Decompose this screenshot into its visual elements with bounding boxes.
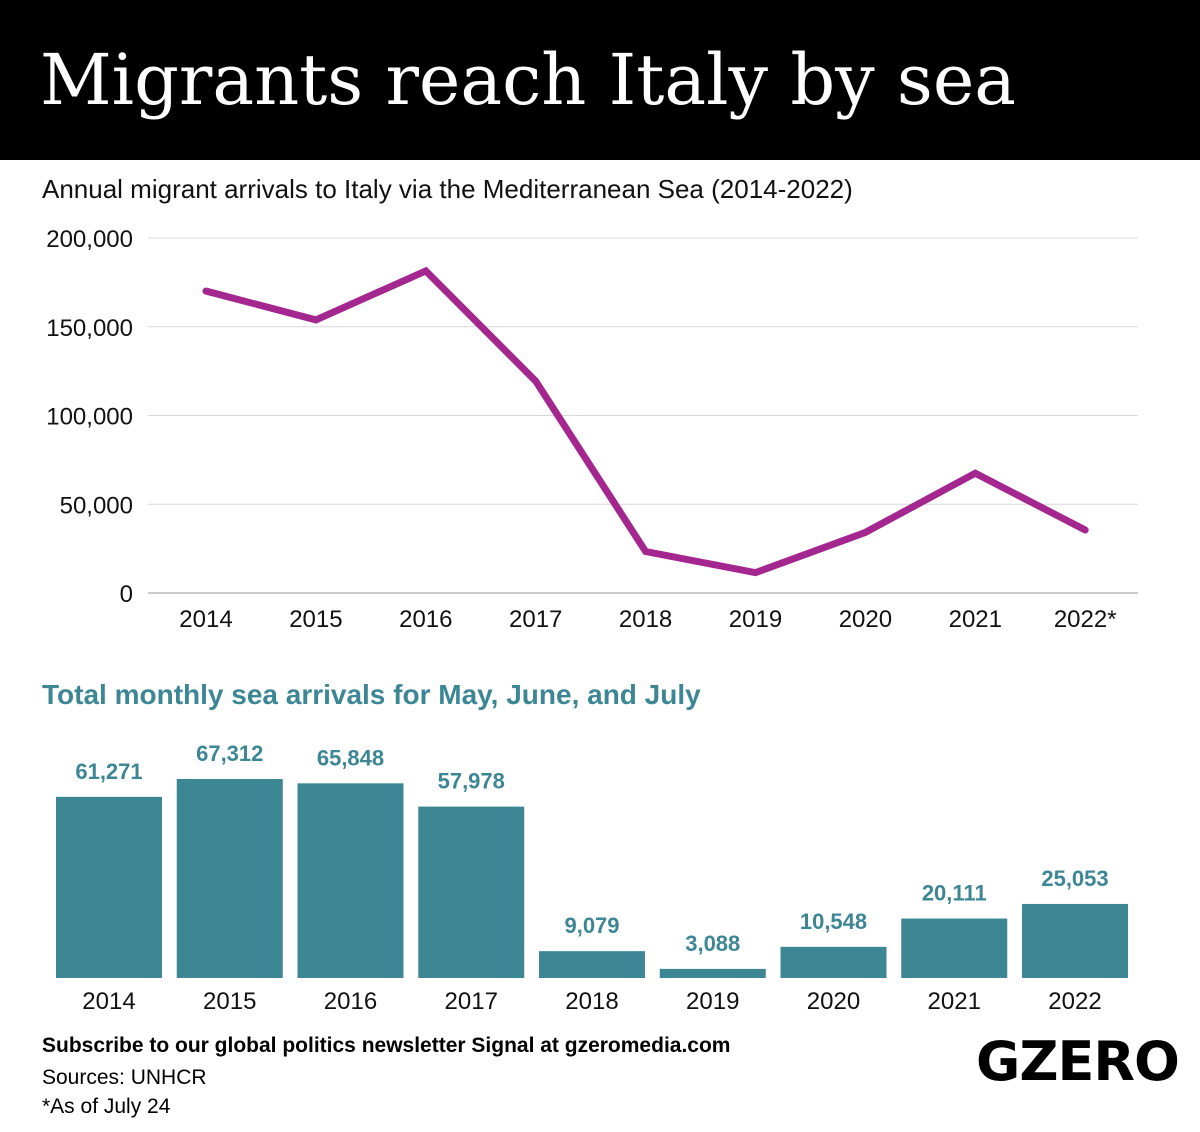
bar-chart-title: Total monthly sea arrivals for May, June… bbox=[42, 679, 701, 710]
bar-category-label: 2016 bbox=[324, 988, 377, 1015]
y-tick-label: 0 bbox=[120, 581, 133, 608]
y-tick-label: 100,000 bbox=[46, 404, 133, 431]
x-tick-label: 2022* bbox=[1054, 606, 1117, 633]
bar-category-label: 2021 bbox=[928, 988, 981, 1015]
bar-value-label: 57,978 bbox=[438, 769, 505, 794]
page-title: Migrants reach Italy by sea bbox=[40, 39, 1017, 121]
bar bbox=[1022, 903, 1128, 978]
bar-category-label: 2019 bbox=[686, 988, 739, 1015]
header-bar bbox=[0, 0, 1200, 160]
gzero-logo: GZERO bbox=[976, 1030, 1180, 1093]
bar-value-label: 67,312 bbox=[196, 741, 263, 766]
bar-value-label: 65,848 bbox=[317, 745, 384, 770]
y-tick-label: 50,000 bbox=[60, 492, 133, 519]
bar bbox=[539, 951, 645, 978]
bar-value-label: 20,111 bbox=[922, 881, 987, 906]
x-tick-label: 2015 bbox=[289, 606, 342, 633]
bar-value-label: 61,271 bbox=[75, 759, 142, 784]
subscribe-text: Subscribe to our global politics newslet… bbox=[42, 1034, 731, 1057]
bar bbox=[659, 968, 766, 978]
x-tick-label: 2016 bbox=[399, 606, 452, 633]
bar-category-label: 2022 bbox=[1048, 988, 1101, 1015]
bar-value-label: 10,548 bbox=[800, 909, 867, 934]
bar-value-label: 25,053 bbox=[1041, 866, 1108, 891]
x-tick-label: 2017 bbox=[509, 606, 562, 633]
bar-category-label: 2017 bbox=[445, 988, 498, 1015]
y-tick-label: 200,000 bbox=[46, 226, 133, 253]
bar-value-label: 3,088 bbox=[685, 931, 740, 956]
bar bbox=[901, 918, 1008, 978]
x-tick-label: 2021 bbox=[949, 606, 1002, 633]
sources-text: Sources: UNHCR bbox=[42, 1066, 207, 1089]
x-tick-label: 2018 bbox=[619, 606, 672, 633]
y-tick-label: 150,000 bbox=[46, 315, 133, 342]
bar bbox=[418, 806, 525, 978]
bar-category-label: 2015 bbox=[203, 988, 256, 1015]
x-tick-label: 2014 bbox=[179, 606, 232, 633]
x-tick-label: 2019 bbox=[729, 606, 782, 633]
bar bbox=[176, 779, 283, 978]
bar bbox=[780, 946, 887, 978]
bar-value-label: 9,079 bbox=[564, 913, 619, 938]
bar bbox=[56, 796, 162, 978]
footnote-text: *As of July 24 bbox=[42, 1095, 171, 1118]
bar-category-label: 2020 bbox=[807, 988, 860, 1015]
x-tick-label: 2020 bbox=[839, 606, 892, 633]
line-chart-title: Annual migrant arrivals to Italy via the… bbox=[42, 174, 853, 204]
bar bbox=[297, 783, 404, 978]
bar-category-label: 2014 bbox=[82, 988, 135, 1015]
bar-category-label: 2018 bbox=[565, 988, 618, 1015]
line-series bbox=[202, 266, 1089, 577]
